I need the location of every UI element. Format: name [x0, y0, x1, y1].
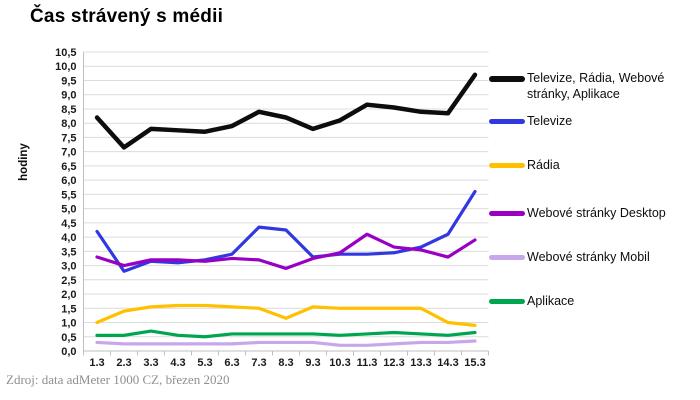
- source-note: Zdroj: data adMeter 1000 CZ, březen 2020: [6, 372, 230, 387]
- y-tick-label: 6,0: [61, 175, 76, 187]
- legend-swatch-web-desktop: [489, 211, 525, 216]
- x-tick-label: 8.3: [278, 357, 293, 369]
- x-tick-label: 13.3: [410, 357, 431, 369]
- y-tick-label: 8,0: [61, 118, 76, 130]
- y-tick-label: 5,0: [61, 204, 76, 216]
- legend-label: Webové stránky Desktop: [527, 206, 666, 220]
- x-tick-label: 5.3: [197, 357, 212, 369]
- x-tick-label: 12.3: [383, 357, 404, 369]
- legend-item-televize: Televize: [489, 113, 694, 129]
- legend-item-radia: Rádia: [489, 157, 694, 173]
- y-tick-label: 9,0: [61, 90, 76, 102]
- x-tick-label: 9.3: [305, 357, 320, 369]
- y-tick-label: 8,5: [61, 104, 76, 116]
- series-line-3: [95, 232, 477, 271]
- y-tick-label: 5,5: [61, 189, 76, 201]
- legend-swatch-televize: [489, 119, 525, 124]
- y-tick-label: 3,0: [61, 261, 76, 273]
- y-tick-label: 3,5: [61, 246, 76, 258]
- y-axis-title: hodiny: [18, 143, 30, 181]
- x-tick-label: 6.3: [224, 357, 239, 369]
- y-tick-label: 10,0: [55, 61, 76, 73]
- x-tick-label: 15.3: [464, 357, 485, 369]
- legend-swatch-radia: [489, 163, 525, 168]
- chart-legend: Televize, Rádia, Webové stránky, Aplikac…: [489, 70, 694, 309]
- y-tick-label: 4,5: [61, 218, 76, 230]
- legend-swatch-total: [489, 76, 525, 82]
- legend-label: Televize, Rádia, Webové stránky, Aplikac…: [527, 71, 665, 101]
- legend-swatch-aplikace: [489, 299, 525, 304]
- x-tick-label: 1.3: [89, 357, 104, 369]
- legend-label: Aplikace: [527, 294, 575, 308]
- y-tick-label: 6,5: [61, 161, 76, 173]
- x-tick-label: 2.3: [116, 357, 131, 369]
- series-line-4: [95, 339, 477, 347]
- series-line-2: [95, 303, 477, 327]
- x-tick-label: 10.3: [329, 357, 350, 369]
- legend-item-total: Televize, Rádia, Webové stránky, Aplikac…: [489, 70, 694, 102]
- series-line-5: [95, 329, 477, 339]
- y-tick-label: 7,5: [61, 132, 76, 144]
- y-tick-label: 2,0: [61, 289, 76, 301]
- x-tick-label: 7.3: [251, 357, 266, 369]
- legend-label: Televize: [527, 114, 573, 128]
- y-tick-label: 4,0: [61, 232, 76, 244]
- y-tick-label: 0,0: [61, 346, 76, 358]
- y-tick-label: 1,0: [61, 318, 76, 330]
- chart-title: Čas strávený s médii: [30, 6, 224, 27]
- legend-label: Rádia: [527, 158, 560, 172]
- legend-item-web-mobil: Webové stránky Mobil: [489, 249, 694, 265]
- x-tick-label: 14.3: [437, 357, 458, 369]
- x-tick-label: 3.3: [143, 357, 158, 369]
- y-tick-label: 1,5: [61, 303, 76, 315]
- series-line-0: [94, 72, 478, 150]
- y-tick-label: 0,5: [61, 332, 76, 344]
- y-tick-label: 7,0: [61, 147, 76, 159]
- legend-item-web-desktop: Webové stránky Desktop: [489, 205, 694, 221]
- legend-label: Webové stránky Mobil: [527, 250, 650, 264]
- y-tick-label: 10,5: [55, 47, 76, 59]
- y-tick-label: 2,5: [61, 275, 76, 287]
- x-tick-label: 11.3: [357, 357, 378, 369]
- legend-swatch-web-mobil: [489, 255, 525, 260]
- legend-item-aplikace: Aplikace: [489, 293, 694, 309]
- x-tick-label: 4.3: [170, 357, 185, 369]
- y-tick-label: 9,5: [61, 75, 76, 87]
